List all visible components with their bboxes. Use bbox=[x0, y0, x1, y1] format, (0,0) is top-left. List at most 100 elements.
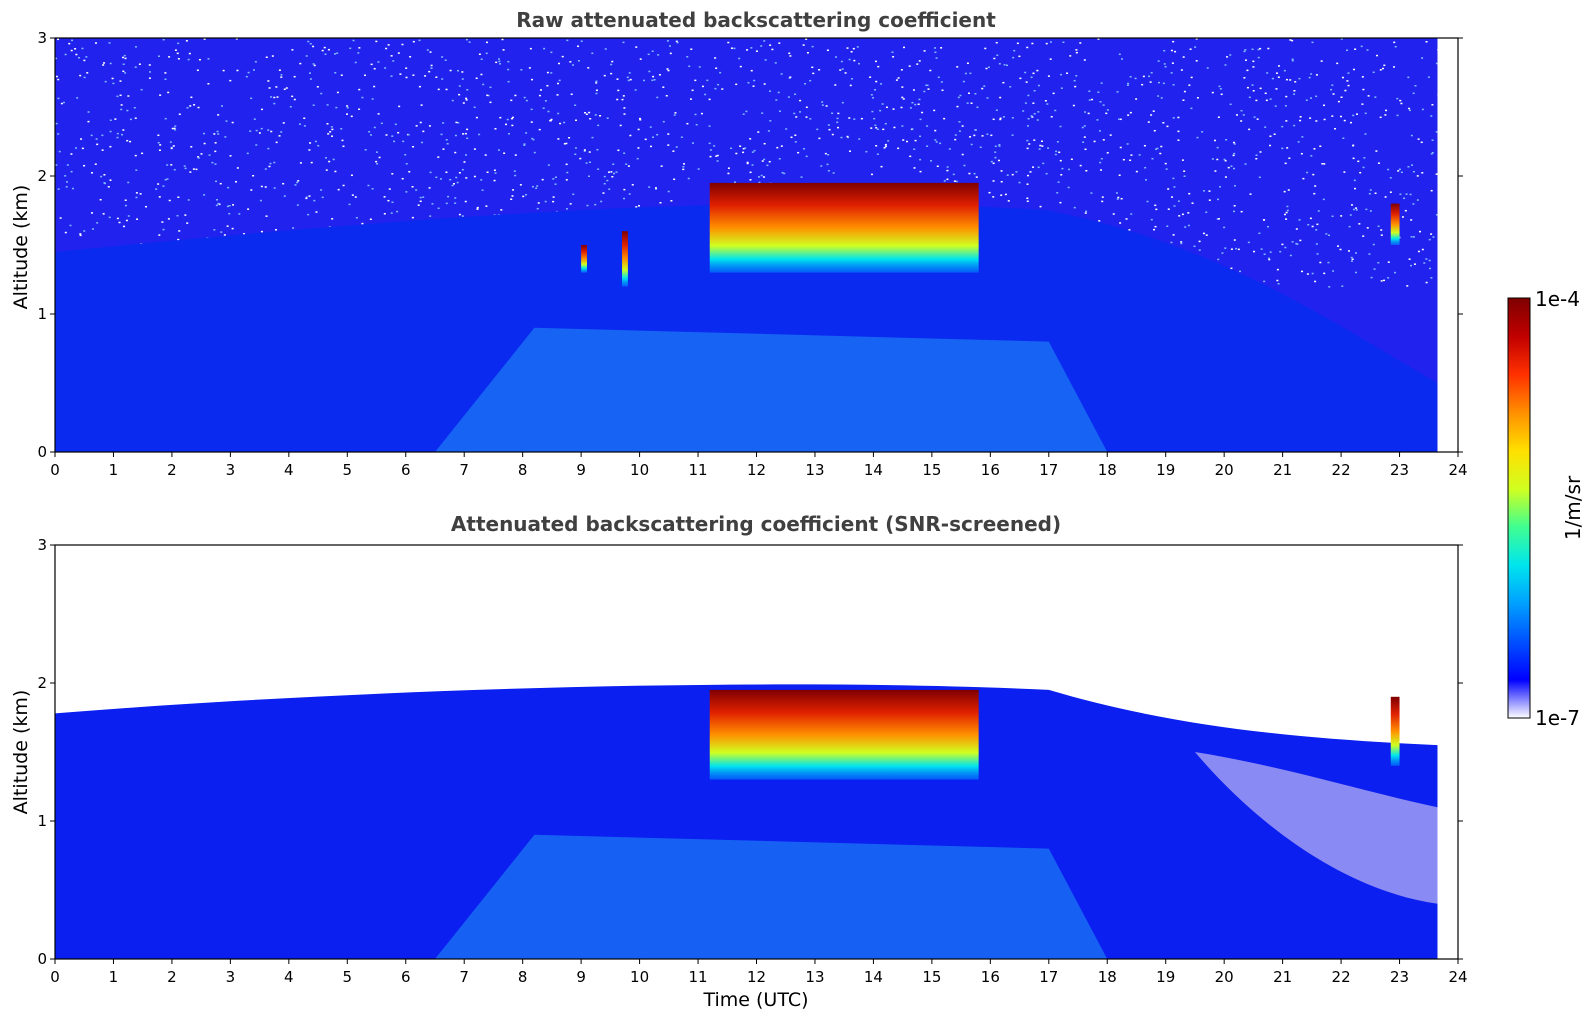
speckle bbox=[577, 60, 580, 62]
speckle bbox=[794, 141, 797, 143]
speckle bbox=[1375, 150, 1378, 152]
speckle bbox=[744, 147, 747, 149]
speckle bbox=[426, 49, 429, 51]
speckle bbox=[1074, 85, 1077, 88]
speckle bbox=[1307, 223, 1310, 226]
speckle bbox=[390, 75, 393, 77]
speckle bbox=[530, 108, 533, 111]
speckle bbox=[103, 182, 106, 185]
speckle bbox=[531, 78, 534, 81]
speckle bbox=[229, 79, 232, 82]
speckle bbox=[1249, 193, 1252, 195]
speckle bbox=[109, 62, 112, 65]
speckle bbox=[1354, 271, 1357, 274]
speckle bbox=[391, 201, 394, 204]
speckle bbox=[64, 175, 67, 177]
speckle bbox=[1295, 228, 1298, 230]
speckle bbox=[282, 122, 285, 124]
speckle bbox=[250, 189, 253, 191]
speckle bbox=[1400, 102, 1403, 105]
speckle bbox=[316, 86, 319, 88]
speckle bbox=[873, 117, 876, 120]
speckle bbox=[475, 77, 478, 80]
speckle bbox=[1275, 88, 1278, 90]
speckle bbox=[454, 134, 457, 137]
speckle bbox=[751, 151, 754, 153]
speckle bbox=[1143, 144, 1146, 147]
speckle bbox=[297, 180, 300, 182]
speckle bbox=[837, 126, 840, 129]
speckle bbox=[1170, 241, 1173, 244]
speckle bbox=[430, 64, 433, 67]
speckle bbox=[610, 72, 613, 75]
speckle bbox=[900, 106, 903, 109]
speckle bbox=[1119, 146, 1122, 149]
speckle bbox=[412, 145, 415, 148]
speckle bbox=[812, 72, 815, 75]
speckle bbox=[976, 106, 979, 109]
speckle bbox=[1267, 47, 1270, 50]
speckle bbox=[1183, 90, 1186, 93]
speckle bbox=[1049, 41, 1052, 43]
speckle bbox=[856, 46, 859, 48]
speckle bbox=[968, 172, 971, 175]
speckle bbox=[1218, 85, 1221, 88]
speckle bbox=[1410, 134, 1413, 137]
speckle bbox=[177, 42, 180, 45]
speckle bbox=[1283, 213, 1286, 216]
x-tick-label: 11 bbox=[688, 968, 707, 986]
speckle bbox=[1085, 210, 1088, 213]
speckle bbox=[761, 160, 764, 162]
speckle bbox=[449, 69, 452, 72]
speckle bbox=[445, 139, 448, 141]
speckle bbox=[1039, 205, 1042, 208]
speckle bbox=[793, 112, 796, 115]
speckle bbox=[1180, 241, 1183, 243]
speckle bbox=[169, 141, 172, 143]
speckle bbox=[1031, 42, 1034, 45]
speckle bbox=[1029, 171, 1032, 173]
speckle bbox=[1000, 194, 1003, 196]
speckle bbox=[462, 133, 465, 135]
speckle bbox=[1430, 189, 1433, 192]
speckle bbox=[510, 117, 513, 120]
panel-screened: Attenuated backscattering coefficient (S… bbox=[10, 512, 1468, 1011]
speckle bbox=[1372, 71, 1375, 74]
speckle bbox=[411, 186, 414, 188]
speckle bbox=[122, 129, 125, 131]
speckle bbox=[197, 156, 200, 158]
speckle bbox=[309, 142, 312, 144]
speckle bbox=[1362, 235, 1365, 237]
speckle bbox=[214, 163, 217, 165]
speckle bbox=[604, 48, 607, 50]
speckle bbox=[480, 73, 483, 76]
speckle bbox=[1160, 145, 1163, 148]
speckle bbox=[1259, 87, 1262, 90]
speckle bbox=[816, 128, 819, 131]
speckle bbox=[1198, 249, 1201, 251]
speckle bbox=[778, 110, 781, 112]
x-tick-label: 4 bbox=[284, 461, 294, 479]
speckle bbox=[1060, 87, 1063, 89]
speckle bbox=[1013, 49, 1016, 52]
speckle bbox=[124, 199, 127, 201]
speckle bbox=[1195, 60, 1198, 62]
speckle bbox=[1054, 153, 1057, 156]
speckle bbox=[1000, 180, 1003, 183]
speckle bbox=[101, 134, 104, 137]
speckle bbox=[1275, 72, 1278, 74]
speckle bbox=[955, 180, 958, 183]
speckle bbox=[453, 183, 456, 185]
speckle bbox=[1400, 171, 1403, 174]
speckle bbox=[797, 151, 800, 154]
speckle bbox=[958, 130, 961, 132]
speckle bbox=[215, 204, 218, 207]
speckle bbox=[57, 133, 60, 135]
speckle bbox=[1327, 234, 1330, 237]
speckle bbox=[418, 85, 421, 88]
speckle bbox=[841, 68, 844, 70]
speckle bbox=[569, 61, 572, 63]
speckle bbox=[174, 125, 177, 127]
speckle bbox=[454, 197, 457, 199]
panel-screened-axes: 0 1 2 3 4 5 6 7 8 9 10 11 12 13 14 15 16 17 18 19 20 21 22 23 24… bbox=[37, 536, 1467, 986]
